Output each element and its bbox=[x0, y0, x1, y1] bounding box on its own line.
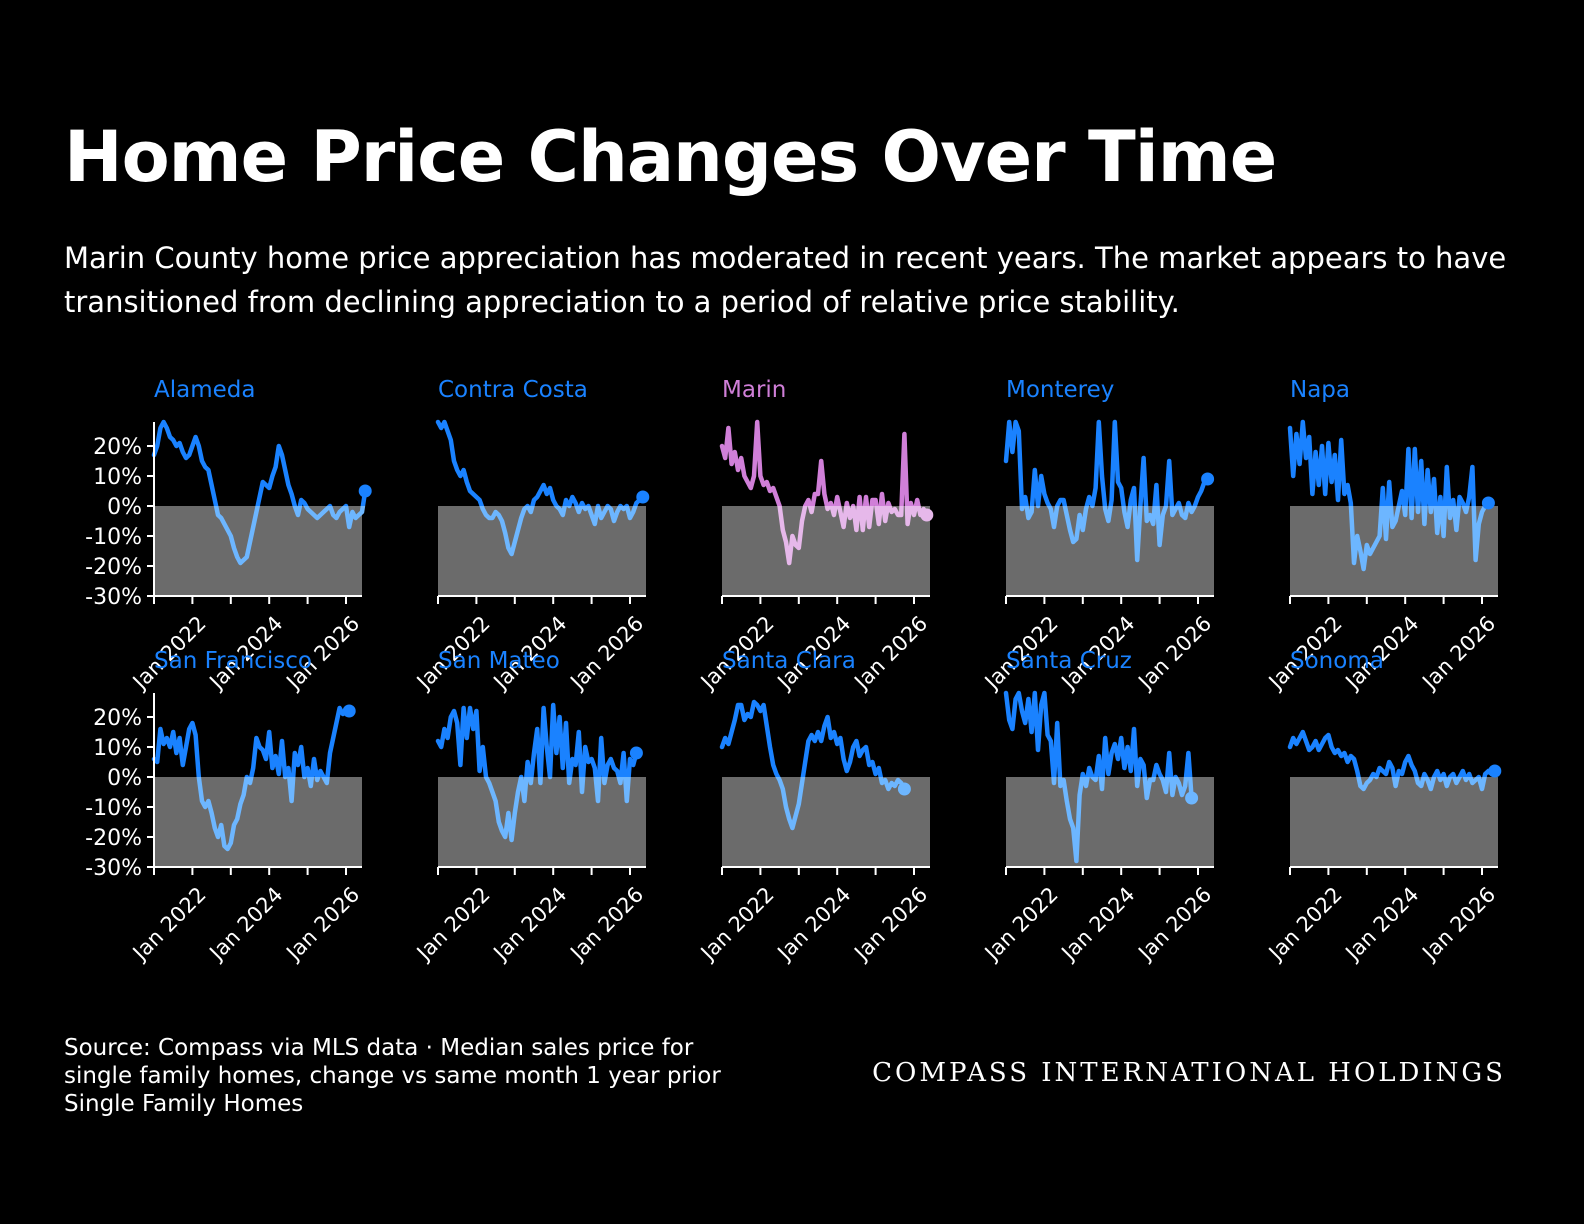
x-tick-label: Jan 2026 bbox=[564, 882, 648, 966]
series-end-dot bbox=[629, 746, 643, 760]
x-tick-label: Jan 2024 bbox=[1056, 882, 1140, 966]
x-tick-label: Jan 2026 bbox=[280, 882, 364, 966]
x-tick-label: Jan 2022 bbox=[1263, 882, 1347, 966]
x-tick-label: Jan 2022 bbox=[979, 882, 1063, 966]
x-tick-label: Jan 2024 bbox=[1340, 882, 1424, 966]
source-line: Single Family Homes bbox=[64, 1091, 304, 1117]
series-end-dot bbox=[1481, 496, 1495, 510]
negative-band bbox=[1290, 777, 1498, 867]
x-tick-label: Jan 2024 bbox=[204, 882, 288, 966]
source-line: single family homes, change vs same mont… bbox=[64, 1063, 721, 1089]
panel-title: San Mateo bbox=[438, 648, 560, 674]
series-end-dot bbox=[1185, 791, 1199, 805]
series-line-san-mateo bbox=[435, 702, 639, 777]
series-end-dot bbox=[1201, 472, 1215, 486]
page-title: Home Price Changes Over Time bbox=[64, 116, 1277, 198]
panel-title: Contra Costa bbox=[438, 377, 588, 403]
x-tick-label: Jan 2024 bbox=[488, 882, 572, 966]
brand-wordmark: COMPASS INTERNATIONAL HOLDINGS bbox=[872, 1058, 1506, 1088]
y-tick-label: 20% bbox=[93, 706, 142, 731]
series-line-napa bbox=[1287, 419, 1491, 506]
x-tick-label: Jan 2022 bbox=[127, 882, 211, 966]
x-tick-label: Jan 2022 bbox=[411, 882, 495, 966]
x-tick-label: Jan 2026 bbox=[1416, 882, 1500, 966]
y-tick-label: 20% bbox=[93, 435, 142, 460]
series-end-dot bbox=[358, 484, 372, 498]
series-line-san-francisco bbox=[151, 705, 352, 777]
y-tick-label: -30% bbox=[85, 585, 142, 610]
negative-band bbox=[154, 777, 362, 867]
series-end-dot bbox=[1488, 764, 1502, 778]
panel-title: Santa Clara bbox=[722, 648, 856, 674]
x-tick-label: Jan 2026 bbox=[1132, 611, 1216, 695]
series-line-sonoma bbox=[1287, 729, 1498, 777]
series-line-santa-cruz bbox=[1003, 690, 1193, 777]
series-line-negative-monterey bbox=[1019, 506, 1198, 563]
negative-band bbox=[154, 506, 362, 596]
x-tick-label: Jan 2022 bbox=[695, 882, 779, 966]
panel-title: San Francisco bbox=[154, 648, 312, 674]
negative-band bbox=[722, 777, 930, 867]
series-end-dot bbox=[920, 508, 934, 522]
negative-band bbox=[438, 777, 646, 867]
x-tick-label: Jan 2026 bbox=[1132, 882, 1216, 966]
series-line-negative-contra-costa bbox=[479, 506, 638, 557]
y-tick-label: -20% bbox=[85, 826, 142, 851]
series-line-marin bbox=[719, 419, 921, 506]
y-tick-label: 0% bbox=[107, 495, 142, 520]
y-tick-label: 10% bbox=[93, 465, 142, 490]
negative-band bbox=[438, 506, 646, 596]
source-note: Source: Compass via MLS data · Median sa… bbox=[64, 1034, 721, 1118]
page-subtitle: Marin County home price appreciation has… bbox=[64, 241, 1507, 319]
y-tick-label: -10% bbox=[85, 796, 142, 821]
x-tick-label: Jan 2026 bbox=[1416, 611, 1500, 695]
panel-title: Monterey bbox=[1006, 377, 1114, 403]
series-end-dot bbox=[342, 704, 356, 718]
y-tick-label: 10% bbox=[93, 736, 142, 761]
series-line-alameda bbox=[151, 419, 368, 506]
x-tick-label: Jan 2026 bbox=[564, 611, 648, 695]
y-tick-label: 0% bbox=[107, 766, 142, 791]
series-end-dot bbox=[897, 782, 911, 796]
panel-title: Sonoma bbox=[1290, 648, 1384, 674]
x-tick-label: Jan 2024 bbox=[772, 882, 856, 966]
y-tick-label: -10% bbox=[85, 525, 142, 550]
series-line-negative-napa bbox=[1348, 506, 1489, 572]
panel-title: Alameda bbox=[154, 377, 255, 403]
x-tick-label: Jan 2026 bbox=[848, 611, 932, 695]
series-line-contra-costa bbox=[435, 419, 646, 506]
y-tick-label: -20% bbox=[85, 555, 142, 580]
panel-title: Marin bbox=[722, 377, 786, 403]
panel-title: Napa bbox=[1290, 377, 1350, 403]
series-line-santa-clara bbox=[719, 699, 884, 777]
series-line-negative-marin bbox=[777, 506, 930, 566]
panel-title: Santa Cruz bbox=[1006, 648, 1132, 674]
series-line-monterey bbox=[1003, 419, 1210, 506]
source-line: Source: Compass via MLS data · Median sa… bbox=[64, 1035, 694, 1061]
y-tick-label: -30% bbox=[85, 856, 142, 881]
negative-band bbox=[722, 506, 930, 596]
series-end-dot bbox=[636, 490, 650, 504]
x-tick-label: Jan 2026 bbox=[848, 882, 932, 966]
